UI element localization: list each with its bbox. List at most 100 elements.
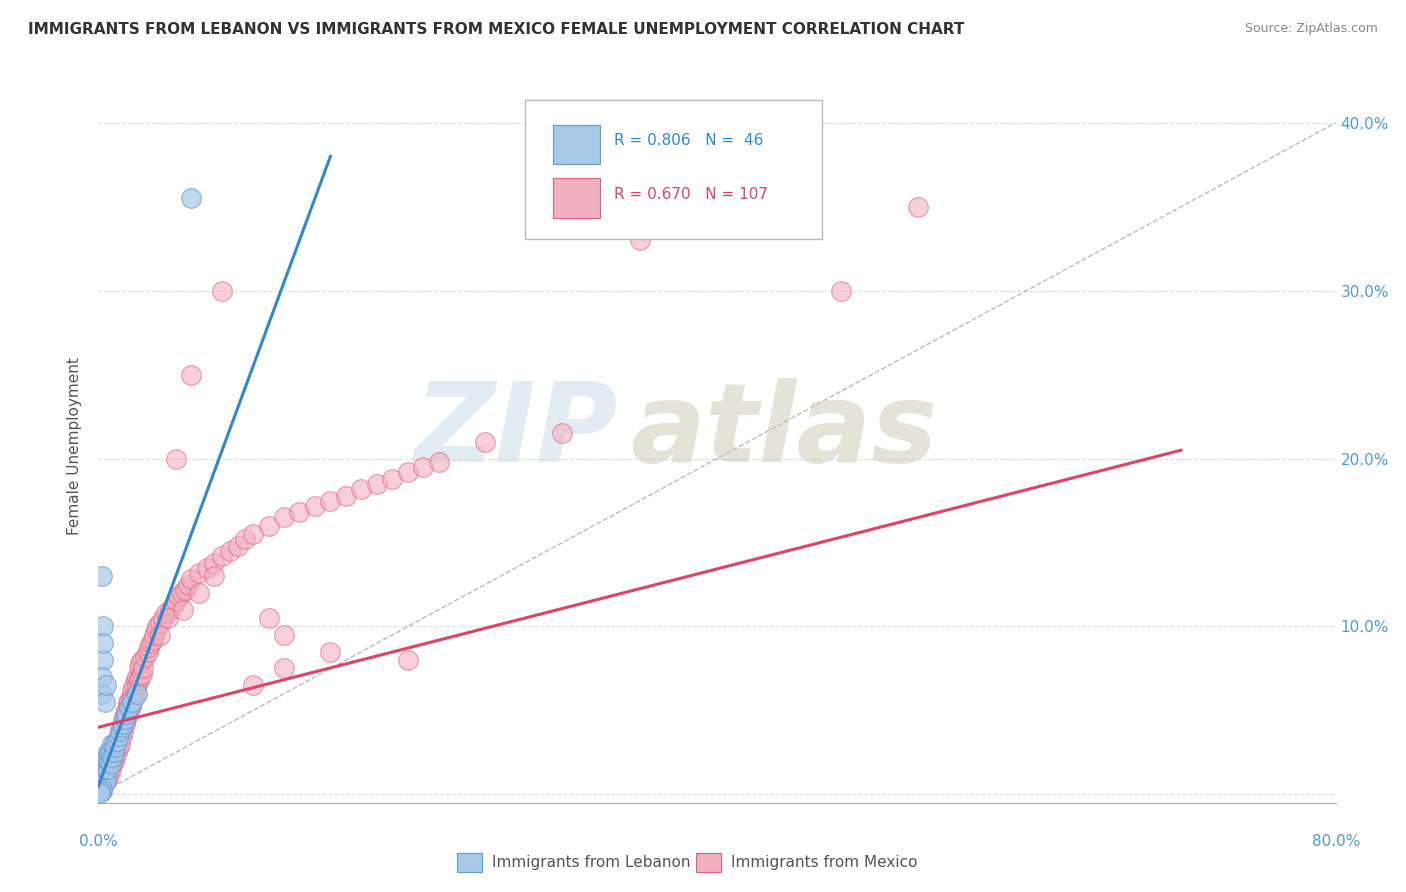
Point xyxy=(242,678,264,692)
Point xyxy=(96,774,118,789)
Point xyxy=(96,754,118,768)
Point xyxy=(162,599,184,614)
Point xyxy=(117,695,139,709)
Point xyxy=(117,706,139,721)
Point xyxy=(108,737,131,751)
Point xyxy=(98,757,121,772)
Point xyxy=(101,737,124,751)
Point xyxy=(159,603,181,617)
Point xyxy=(180,368,202,382)
Point xyxy=(319,493,342,508)
Point xyxy=(145,623,167,637)
Point xyxy=(118,700,141,714)
Point xyxy=(427,455,450,469)
Point xyxy=(100,746,122,760)
Point xyxy=(98,746,121,760)
Point xyxy=(131,653,153,667)
Point xyxy=(90,670,112,684)
Point xyxy=(142,632,165,647)
Point xyxy=(103,737,125,751)
Point xyxy=(121,695,143,709)
Point xyxy=(103,754,125,768)
Point xyxy=(93,762,115,776)
Point xyxy=(114,706,136,721)
Point xyxy=(97,762,120,776)
Point xyxy=(551,426,574,441)
Point xyxy=(219,544,242,558)
Point xyxy=(90,784,112,798)
Point xyxy=(165,594,187,608)
Point xyxy=(100,762,122,776)
Point xyxy=(122,678,145,692)
Point xyxy=(91,653,114,667)
Point xyxy=(115,712,138,726)
Point xyxy=(96,774,118,789)
Point xyxy=(180,191,202,205)
Point xyxy=(167,589,190,603)
Point xyxy=(304,499,326,513)
Point xyxy=(107,740,129,755)
Point xyxy=(128,661,150,675)
Point xyxy=(152,611,174,625)
Point xyxy=(107,729,129,743)
Point xyxy=(89,784,111,798)
Point xyxy=(97,746,120,760)
Point xyxy=(188,586,211,600)
Point xyxy=(157,611,180,625)
Point xyxy=(115,706,138,721)
Point xyxy=(100,757,122,772)
Point xyxy=(93,695,115,709)
Text: R = 0.806   N =  46: R = 0.806 N = 46 xyxy=(614,133,763,148)
Point xyxy=(124,673,146,688)
Point xyxy=(474,434,496,449)
Point xyxy=(107,729,129,743)
Point xyxy=(112,717,135,731)
Point xyxy=(319,645,342,659)
Point xyxy=(89,786,111,800)
Point xyxy=(104,750,127,764)
Point xyxy=(108,723,131,738)
Point xyxy=(104,740,127,755)
Point xyxy=(127,687,149,701)
Point xyxy=(112,723,135,738)
Point xyxy=(118,703,141,717)
Point xyxy=(105,746,128,760)
Text: R = 0.670   N = 107: R = 0.670 N = 107 xyxy=(614,187,768,202)
Point xyxy=(112,712,135,726)
Point xyxy=(273,661,295,675)
Point xyxy=(91,762,114,776)
Point xyxy=(412,460,434,475)
Text: 0.0%: 0.0% xyxy=(79,834,118,848)
Point xyxy=(115,703,138,717)
Point xyxy=(90,779,112,793)
Point xyxy=(139,636,162,650)
Point xyxy=(111,720,134,734)
Point xyxy=(174,582,197,597)
Point xyxy=(129,670,152,684)
Point xyxy=(114,717,136,731)
Point xyxy=(155,606,177,620)
Y-axis label: Female Unemployment: Female Unemployment xyxy=(67,357,83,535)
Point xyxy=(204,569,226,583)
Point xyxy=(97,771,120,785)
Point xyxy=(105,733,128,747)
Point xyxy=(90,771,112,785)
Point xyxy=(132,661,155,675)
Text: Source: ZipAtlas.com: Source: ZipAtlas.com xyxy=(1244,22,1378,36)
Point xyxy=(273,510,295,524)
Point xyxy=(111,729,134,743)
Point xyxy=(101,750,124,764)
Point xyxy=(273,628,295,642)
Point xyxy=(204,556,226,570)
Point xyxy=(138,640,160,654)
Point xyxy=(242,527,264,541)
Point xyxy=(121,695,143,709)
Point xyxy=(288,505,311,519)
Point xyxy=(143,628,166,642)
Point xyxy=(103,746,125,760)
Bar xyxy=(553,125,599,164)
Point xyxy=(101,757,124,772)
Point xyxy=(93,754,115,768)
Point xyxy=(628,233,651,247)
Point xyxy=(90,782,112,797)
